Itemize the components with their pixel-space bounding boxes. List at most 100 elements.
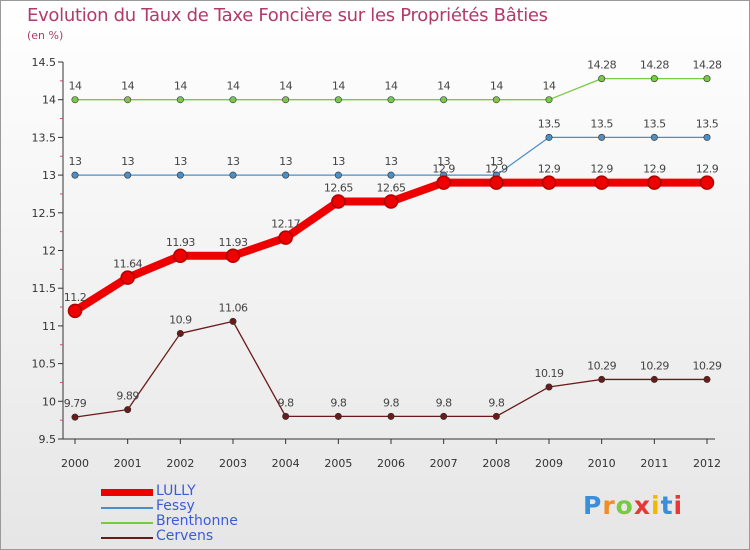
point-cervens-2001 bbox=[124, 406, 132, 414]
data-label-fessy-2011: 13.5 bbox=[643, 117, 666, 130]
data-label-cervens-2002: 10.9 bbox=[169, 313, 192, 326]
data-label-cervens-2005: 9.8 bbox=[330, 396, 346, 409]
point-cervens-2011 bbox=[650, 375, 658, 383]
data-label-brenthonne-2008: 14 bbox=[490, 80, 503, 93]
point-cervens-2008 bbox=[492, 412, 500, 420]
data-label-brenthonne-2010: 14.28 bbox=[587, 59, 616, 72]
x-tick-label-2009: 2009 bbox=[535, 457, 563, 470]
point-lully-2007 bbox=[436, 175, 451, 190]
data-label-fessy-2010: 13.5 bbox=[590, 117, 613, 130]
data-label-cervens-2009: 10.19 bbox=[535, 367, 564, 380]
point-lully-2001 bbox=[120, 270, 135, 285]
legend-label-brenthonne: Brenthonne bbox=[156, 513, 238, 529]
x-tick-label-2005: 2005 bbox=[324, 457, 352, 470]
data-label-lully-2012: 12.9 bbox=[696, 163, 719, 176]
point-lully-2002 bbox=[173, 248, 188, 264]
data-label-brenthonne-2011: 14.28 bbox=[640, 59, 669, 72]
point-fessy-2004 bbox=[282, 171, 290, 179]
point-fessy-2010 bbox=[598, 133, 606, 141]
data-label-fessy-2012: 13.5 bbox=[696, 117, 719, 130]
point-brenthonne-2008 bbox=[492, 96, 500, 104]
point-fessy-2000 bbox=[71, 171, 79, 179]
data-label-fessy-2002: 13 bbox=[174, 155, 187, 168]
data-label-brenthonne-2002: 14 bbox=[174, 80, 187, 93]
data-label-fessy-2000: 13 bbox=[69, 155, 82, 168]
data-label-brenthonne-2009: 14 bbox=[543, 80, 556, 93]
point-lully-2003 bbox=[225, 248, 241, 264]
x-tick-label-2008: 2008 bbox=[482, 457, 510, 470]
data-label-brenthonne-2000: 14 bbox=[69, 80, 82, 93]
legend-label-cervens: Cervens bbox=[156, 528, 214, 544]
data-label-fessy-2009: 13.5 bbox=[538, 117, 561, 130]
data-label-cervens-2000: 9.79 bbox=[64, 397, 87, 410]
point-lully-2000 bbox=[67, 303, 83, 319]
point-cervens-2003 bbox=[229, 317, 237, 325]
y-tick-label-2: 10.5 bbox=[32, 358, 57, 371]
legend-label-lully: LULLY bbox=[156, 483, 196, 499]
data-label-fessy-2007: 13 bbox=[437, 155, 450, 168]
point-lully-2011 bbox=[647, 175, 662, 190]
legend-swatch-lully bbox=[101, 489, 153, 496]
point-brenthonne-2009 bbox=[545, 96, 553, 104]
data-label-cervens-2012: 10.29 bbox=[693, 359, 722, 372]
x-tick-label-2011: 2011 bbox=[640, 457, 668, 470]
point-cervens-2006 bbox=[387, 412, 395, 420]
data-label-cervens-2003: 11.06 bbox=[219, 301, 248, 314]
x-tick-label-2004: 2004 bbox=[272, 457, 300, 470]
point-lully-2004 bbox=[278, 230, 293, 245]
logo-letter-0: P bbox=[583, 491, 603, 520]
legend-swatch-cervens bbox=[101, 537, 153, 539]
y-tick-label-1: 10 bbox=[42, 395, 56, 408]
y-tick-label-8: 13.5 bbox=[32, 131, 57, 144]
point-fessy-2002 bbox=[176, 171, 184, 179]
data-label-brenthonne-2003: 14 bbox=[227, 80, 240, 93]
y-tick-label-0: 9.5 bbox=[39, 433, 57, 446]
data-label-cervens-2010: 10.29 bbox=[587, 359, 616, 372]
data-label-fessy-2005: 13 bbox=[332, 155, 345, 168]
x-tick-label-2001: 2001 bbox=[114, 457, 142, 470]
y-tick-label-6: 12.5 bbox=[32, 207, 57, 220]
point-brenthonne-2010 bbox=[598, 75, 606, 83]
logo-letter-6: i bbox=[673, 491, 684, 520]
data-label-lully-2006: 12.65 bbox=[377, 181, 406, 194]
data-label-lully-2009: 12.9 bbox=[538, 163, 561, 176]
logo-letter-1: r bbox=[602, 491, 616, 520]
point-cervens-2010 bbox=[598, 375, 606, 383]
x-tick-label-2002: 2002 bbox=[166, 457, 194, 470]
logo-letter-2: o bbox=[615, 491, 634, 520]
point-lully-2010 bbox=[594, 175, 609, 190]
point-cervens-2005 bbox=[334, 412, 342, 420]
legend-label-fessy: Fessy bbox=[156, 498, 195, 514]
data-label-brenthonne-2004: 14 bbox=[279, 80, 292, 93]
data-label-cervens-2007: 9.8 bbox=[436, 396, 452, 409]
point-brenthonne-2005 bbox=[334, 96, 342, 104]
x-tick-label-2007: 2007 bbox=[430, 457, 458, 470]
x-tick-label-2010: 2010 bbox=[588, 457, 616, 470]
data-label-lully-2011: 12.9 bbox=[643, 163, 666, 176]
data-label-brenthonne-2012: 14.28 bbox=[693, 59, 722, 72]
x-tick-label-2006: 2006 bbox=[377, 457, 405, 470]
y-tick-label-4: 11.5 bbox=[32, 282, 57, 295]
y-tick-label-7: 13 bbox=[42, 169, 56, 182]
data-label-cervens-2008: 9.8 bbox=[488, 396, 504, 409]
data-label-cervens-2011: 10.29 bbox=[640, 359, 669, 372]
point-brenthonne-2002 bbox=[176, 96, 184, 104]
x-tick-label-2003: 2003 bbox=[219, 457, 247, 470]
point-lully-2012 bbox=[699, 175, 715, 190]
y-tick-label-3: 11 bbox=[42, 320, 56, 333]
point-cervens-2002 bbox=[176, 329, 184, 337]
point-fessy-2003 bbox=[229, 171, 237, 179]
legend-swatch-fessy bbox=[101, 507, 153, 509]
point-cervens-2000 bbox=[71, 413, 79, 421]
point-cervens-2009 bbox=[545, 383, 553, 391]
logo-letter-5: t bbox=[660, 491, 674, 520]
data-label-lully-2007: 12.9 bbox=[432, 163, 455, 176]
data-label-fessy-2003: 13 bbox=[227, 155, 240, 168]
data-label-brenthonne-2005: 14 bbox=[332, 80, 345, 93]
point-brenthonne-2004 bbox=[282, 96, 290, 104]
data-label-brenthonne-2007: 14 bbox=[437, 80, 450, 93]
point-fessy-2009 bbox=[545, 133, 553, 141]
x-tick-label-2012: 2012 bbox=[693, 457, 721, 470]
data-label-brenthonne-2001: 14 bbox=[121, 80, 134, 93]
